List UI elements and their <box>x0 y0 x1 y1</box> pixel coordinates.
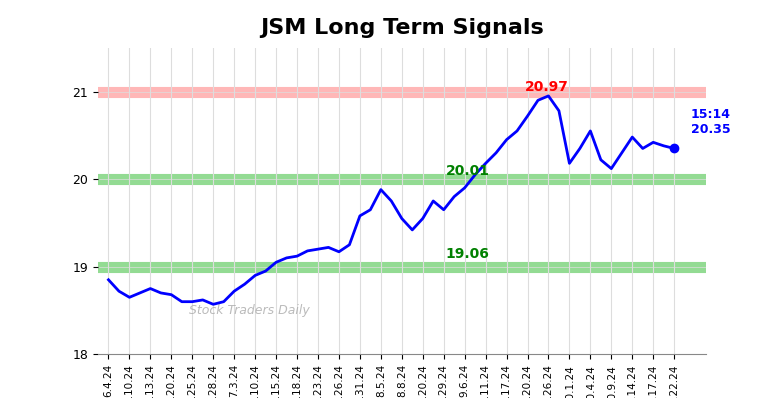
Text: Stock Traders Daily: Stock Traders Daily <box>189 304 310 318</box>
Title: JSM Long Term Signals: JSM Long Term Signals <box>260 18 543 38</box>
Text: 15:14
20.35: 15:14 20.35 <box>691 108 731 136</box>
Text: 20.97: 20.97 <box>524 80 568 94</box>
Text: 19.06: 19.06 <box>445 248 489 261</box>
Text: 20.01: 20.01 <box>445 164 489 178</box>
